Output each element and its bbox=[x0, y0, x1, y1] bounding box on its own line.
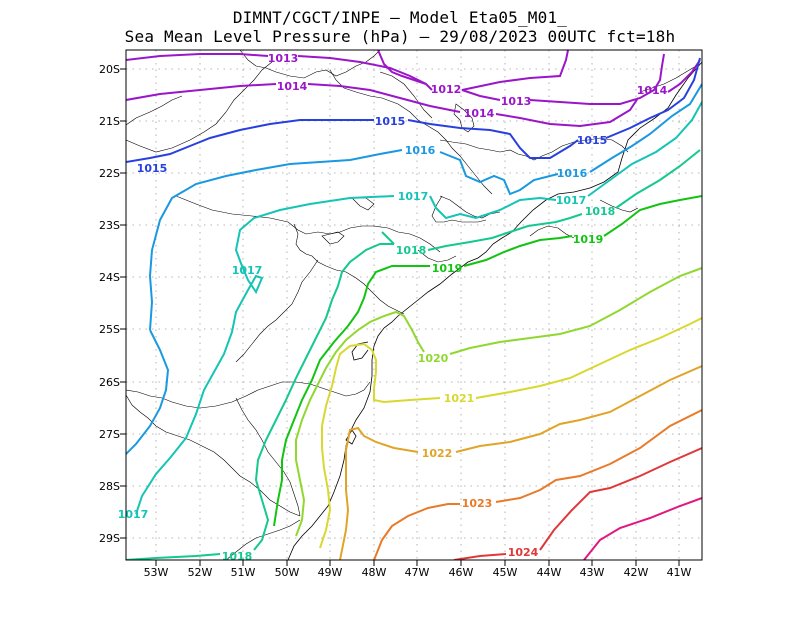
x-tick-label: 44W bbox=[537, 566, 562, 579]
y-tick-label: 21S bbox=[99, 115, 120, 128]
isobar-1016 bbox=[126, 83, 702, 455]
contour-label: 1024 bbox=[508, 546, 539, 559]
contour-label: 1019 bbox=[432, 262, 463, 275]
contour-label: 1022 bbox=[422, 447, 453, 460]
y-tick-label: 22S bbox=[99, 167, 120, 180]
x-tick-label: 51W bbox=[231, 566, 256, 579]
isobar-1013 bbox=[126, 50, 665, 105]
contour-label: 1014 bbox=[637, 84, 668, 97]
x-tick-label: 46W bbox=[449, 566, 474, 579]
x-tick-label: 53W bbox=[144, 566, 169, 579]
contour-label: 1013 bbox=[268, 52, 299, 65]
x-tick-label: 48W bbox=[362, 566, 387, 579]
contour-label: 1019 bbox=[573, 233, 604, 246]
contour-label: 1014 bbox=[277, 80, 308, 93]
chart-title-line2: Sea Mean Level Pressure (hPa) – 29/08/20… bbox=[124, 27, 676, 46]
contour-label: 1018 bbox=[585, 205, 616, 218]
isobar-1019 bbox=[273, 195, 702, 527]
x-tick-label: 47W bbox=[405, 566, 430, 579]
y-axis-labels: 20S 21S 22S 23S 24S 25S 26S 27S 28S 29S bbox=[99, 63, 120, 545]
contour-label: 1020 bbox=[418, 352, 449, 365]
contour-label: 1018 bbox=[396, 244, 427, 257]
isobar-1020 bbox=[295, 267, 702, 537]
y-tick-label: 23S bbox=[99, 219, 120, 232]
isobar-1024 bbox=[453, 447, 702, 560]
state-borders bbox=[126, 50, 697, 560]
isobar-1014 bbox=[126, 59, 701, 128]
grid-lines bbox=[126, 50, 702, 560]
y-tick-label: 20S bbox=[99, 63, 120, 76]
x-tick-label: 41W bbox=[667, 566, 692, 579]
contour-label: 1014 bbox=[464, 107, 495, 120]
isobar-1021 bbox=[319, 317, 702, 549]
x-tick-label: 49W bbox=[318, 566, 343, 579]
y-tick-label: 26S bbox=[99, 376, 120, 389]
x-axis-labels: 53W 52W 51W 50W 49W 48W 47W 46W 45W 44W … bbox=[144, 566, 692, 579]
plot-frame bbox=[125, 49, 703, 561]
contour-label: 1018 bbox=[222, 550, 253, 563]
contour-label: 1012 bbox=[431, 83, 462, 96]
x-tick-label: 50W bbox=[275, 566, 300, 579]
contour-label: 1015 bbox=[137, 162, 168, 175]
isobar-1025 bbox=[583, 497, 702, 560]
y-tick-label: 29S bbox=[99, 532, 120, 545]
contour-label: 1021 bbox=[444, 392, 475, 405]
tick-marks bbox=[120, 68, 680, 566]
isobar-1015 bbox=[126, 57, 701, 163]
contour-labels: 1013 1014 1012 1013 1014 1014 1015 1015 … bbox=[118, 52, 668, 563]
contour-label: 1013 bbox=[501, 95, 532, 108]
x-tick-label: 52W bbox=[188, 566, 213, 579]
isobar-1017 bbox=[135, 101, 702, 515]
y-tick-label: 28S bbox=[99, 480, 120, 493]
contour-label: 1017 bbox=[118, 508, 149, 521]
x-tick-label: 42W bbox=[624, 566, 649, 579]
isobar-1018 bbox=[126, 149, 701, 560]
y-tick-label: 25S bbox=[99, 323, 120, 336]
isobar-1022 bbox=[339, 365, 702, 560]
contour-label: 1016 bbox=[405, 144, 436, 157]
contour-label: 1015 bbox=[375, 115, 406, 128]
y-tick-label: 24S bbox=[99, 271, 120, 284]
contour-label: 1017 bbox=[232, 264, 263, 277]
y-tick-label: 27S bbox=[99, 428, 120, 441]
x-tick-label: 43W bbox=[580, 566, 605, 579]
contour-label: 1017 bbox=[556, 194, 587, 207]
contour-label: 1015 bbox=[577, 134, 608, 147]
chart-title-line1: DIMNT/CGCT/INPE – Model Eta05_M01_ bbox=[232, 8, 568, 27]
contour-label: 1016 bbox=[557, 167, 588, 180]
coastline bbox=[287, 61, 702, 560]
x-tick-label: 45W bbox=[493, 566, 518, 579]
contour-label: 1023 bbox=[462, 497, 493, 510]
isobar-1023 bbox=[373, 409, 702, 560]
contour-label: 1017 bbox=[398, 190, 429, 203]
